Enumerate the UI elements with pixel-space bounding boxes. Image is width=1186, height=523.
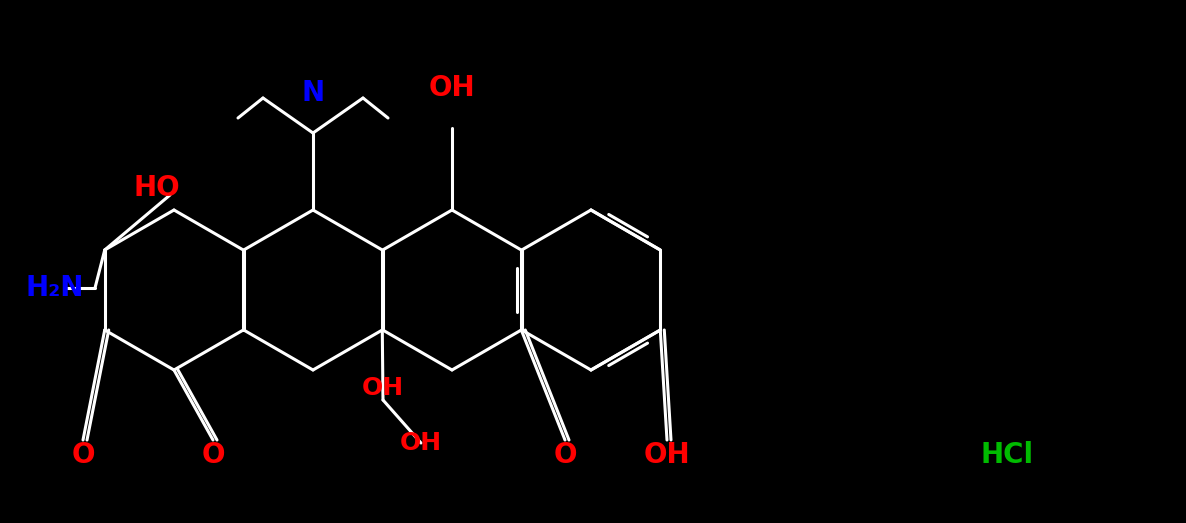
- Text: N: N: [301, 79, 325, 107]
- Text: O: O: [71, 441, 95, 469]
- Text: HCl: HCl: [981, 441, 1033, 469]
- Text: OH: OH: [362, 376, 404, 400]
- Text: H₂N: H₂N: [26, 274, 84, 302]
- Text: O: O: [553, 441, 576, 469]
- Text: OH: OH: [644, 441, 690, 469]
- Text: O: O: [202, 441, 225, 469]
- Text: OH: OH: [428, 74, 476, 102]
- Text: HO: HO: [134, 174, 180, 202]
- Text: OH: OH: [400, 431, 442, 455]
